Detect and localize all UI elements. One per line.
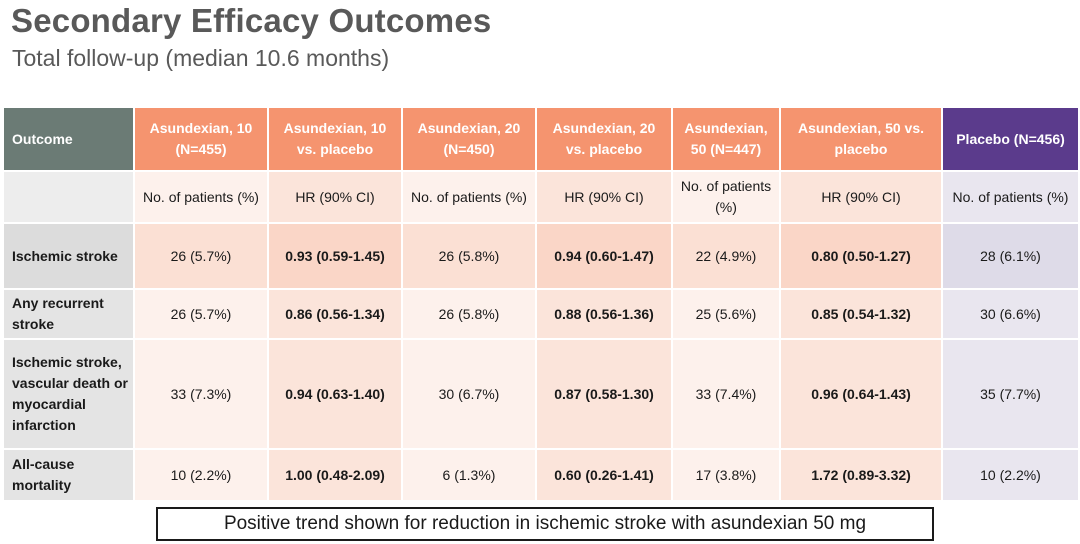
header-asundexian-50: Asundexian, 50 (N=447) — [671, 106, 781, 172]
table-cell: 25 (5.6%) — [671, 288, 781, 340]
table-row: Ischemic stroke, vascular death or myoca… — [2, 338, 1080, 450]
table-cell: 33 (7.3%) — [133, 338, 269, 450]
outcomes-table: Outcome Asundexian, 10 (N=455) Asundexia… — [2, 106, 1080, 502]
table-row: Ischemic stroke 26 (5.7%) 0.93 (0.59-1.4… — [2, 222, 1080, 290]
table-cell: 30 (6.6%) — [941, 288, 1080, 340]
page-title: Secondary Efficacy Outcomes — [11, 2, 492, 39]
table-cell: 0.60 (0.26-1.41) — [535, 448, 673, 502]
table-cell: 0.88 (0.56-1.36) — [535, 288, 673, 340]
table-cell: 26 (5.7%) — [133, 288, 269, 340]
header-placebo: Placebo (N=456) — [941, 106, 1080, 172]
subheader-hr: HR (90% CI) — [535, 170, 673, 224]
table-cell: 26 (5.8%) — [401, 288, 537, 340]
header-outcome: Outcome — [2, 106, 135, 172]
row-label: Ischemic stroke, vascular death or myoca… — [2, 338, 135, 450]
table-cell: 0.85 (0.54-1.32) — [779, 288, 943, 340]
header-asundexian-10-vs-placebo: Asundexian, 10 vs. placebo — [267, 106, 403, 172]
row-label: Any recurrent stroke — [2, 288, 135, 340]
subheader-hr: HR (90% CI) — [267, 170, 403, 224]
table-cell: 0.96 (0.64-1.43) — [779, 338, 943, 450]
table-row: Any recurrent stroke 26 (5.7%) 0.86 (0.5… — [2, 288, 1080, 340]
row-label: All-cause mortality — [2, 448, 135, 502]
subheader-patients: No. of patients (%) — [941, 170, 1080, 224]
table-cell: 0.94 (0.63-1.40) — [267, 338, 403, 450]
table-subheader-row: No. of patients (%) HR (90% CI) No. of p… — [2, 170, 1080, 224]
table-cell: 26 (5.7%) — [133, 222, 269, 290]
table-cell-highlighted: 0.80 (0.50-1.27) — [779, 222, 943, 290]
header-asundexian-50-vs-placebo: Asundexian, 50 vs. placebo — [779, 106, 943, 172]
subheader-hr: HR (90% CI) — [779, 170, 943, 224]
subheader-patients: No. of patients (%) — [671, 170, 781, 224]
table-header-row: Outcome Asundexian, 10 (N=455) Asundexia… — [2, 106, 1080, 172]
table-cell: 28 (6.1%) — [941, 222, 1080, 290]
header-asundexian-10: Asundexian, 10 (N=455) — [133, 106, 269, 172]
table-cell: 10 (2.2%) — [941, 448, 1080, 502]
conclusion-callout: Positive trend shown for reduction in is… — [156, 507, 934, 541]
table-cell: 0.93 (0.59-1.45) — [267, 222, 403, 290]
subheader-outcome — [2, 170, 135, 224]
table-cell: 1.00 (0.48-2.09) — [267, 448, 403, 502]
table-cell: 1.72 (0.89-3.32) — [779, 448, 943, 502]
header-asundexian-20-vs-placebo: Asundexian, 20 vs. placebo — [535, 106, 673, 172]
table-cell: 33 (7.4%) — [671, 338, 781, 450]
table-cell: 6 (1.3%) — [401, 448, 537, 502]
table-cell: 22 (4.9%) — [671, 222, 781, 290]
table-cell: 0.86 (0.56-1.34) — [267, 288, 403, 340]
table-cell: 0.87 (0.58-1.30) — [535, 338, 673, 450]
table-cell: 26 (5.8%) — [401, 222, 537, 290]
header-asundexian-20: Asundexian, 20 (N=450) — [401, 106, 537, 172]
table-cell: 0.94 (0.60-1.47) — [535, 222, 673, 290]
page-subtitle: Total follow-up (median 10.6 months) — [12, 45, 390, 71]
table-row: All-cause mortality 10 (2.2%) 1.00 (0.48… — [2, 448, 1080, 502]
row-label: Ischemic stroke — [2, 222, 135, 290]
table-cell: 17 (3.8%) — [671, 448, 781, 502]
table-cell: 35 (7.7%) — [941, 338, 1080, 450]
subheader-patients: No. of patients (%) — [133, 170, 269, 224]
table-cell: 30 (6.7%) — [401, 338, 537, 450]
subheader-patients: No. of patients (%) — [401, 170, 537, 224]
table-cell: 10 (2.2%) — [133, 448, 269, 502]
